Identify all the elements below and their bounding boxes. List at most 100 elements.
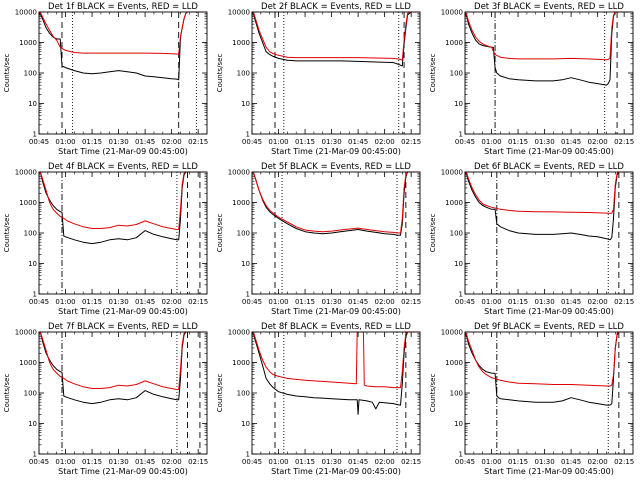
plot-frame	[251, 11, 421, 135]
x-tick-label: 01:30	[534, 138, 554, 146]
plot-frame	[38, 331, 208, 455]
x-tick-label: 01:00	[481, 458, 501, 466]
x-axis-label: Start Time (21-Mar-09 00:45:00)	[58, 307, 188, 316]
x-tick-label: 00:45	[29, 138, 49, 146]
x-tick-label: 02:00	[375, 458, 395, 466]
x-axis-label: Start Time (21-Mar-09 00:45:00)	[484, 307, 614, 316]
y-tick-label: 100	[450, 230, 463, 238]
x-tick-label: 01:30	[108, 138, 128, 146]
y-axis-label: Counts/sec	[216, 374, 224, 413]
chart-panel-3: Det 3f BLACK = Events, RED = LLD Counts/s…	[429, 2, 634, 156]
x-tick-label: 00:45	[29, 298, 49, 306]
x-tick-label: 00:45	[242, 298, 262, 306]
x-tick-label: 02:15	[614, 138, 634, 146]
y-tick-label: 100	[24, 390, 37, 398]
y-tick-label: 1	[33, 131, 37, 139]
series-line-lld	[251, 11, 420, 61]
series-line-lld	[464, 171, 633, 214]
x-axis-label: Start Time (21-Mar-09 00:45:00)	[271, 147, 401, 156]
y-tick-label: 10000	[441, 9, 463, 17]
y-axis-label: Counts/sec	[216, 54, 224, 93]
x-tick-label: 02:00	[162, 458, 182, 466]
y-tick-label: 10	[454, 260, 463, 268]
x-tick-label: 01:45	[348, 138, 368, 146]
x-tick-label: 01:15	[82, 138, 102, 146]
y-tick-label: 1	[33, 451, 37, 459]
y-tick-label: 10000	[441, 329, 463, 337]
series-line-lld	[38, 331, 207, 390]
x-tick-label: 02:15	[614, 458, 634, 466]
y-tick-label: 1	[459, 291, 463, 299]
x-tick-label: 01:15	[508, 138, 528, 146]
y-tick-label: 10000	[228, 329, 250, 337]
y-axis-label: Counts/sec	[429, 54, 437, 93]
series-line-events	[38, 171, 207, 245]
x-axis-label: Start Time (21-Mar-09 00:45:00)	[58, 147, 188, 156]
x-tick-label: 02:15	[401, 298, 421, 306]
chart-title: Det 2f BLACK = Events, RED = LLD	[261, 2, 411, 12]
plot-frame	[464, 171, 634, 295]
series-line-lld	[464, 331, 633, 387]
y-tick-label: 100	[24, 230, 37, 238]
y-tick-label: 1	[246, 451, 250, 459]
x-tick-label: 01:30	[534, 458, 554, 466]
y-axis-label: Counts/sec	[429, 374, 437, 413]
chart-title: Det 8f BLACK = Events, RED = LLD	[261, 322, 411, 332]
x-tick-label: 01:00	[268, 138, 288, 146]
x-tick-label: 01:00	[268, 458, 288, 466]
y-tick-label: 10	[28, 420, 37, 428]
x-tick-label: 00:45	[455, 458, 475, 466]
x-tick-label: 02:15	[188, 458, 208, 466]
x-axis-label: Start Time (21-Mar-09 00:45:00)	[271, 467, 401, 476]
x-tick-label: 01:30	[321, 298, 341, 306]
series-line-events	[251, 171, 420, 236]
x-tick-label: 02:00	[162, 138, 182, 146]
y-tick-label: 10	[454, 100, 463, 108]
x-tick-label: 01:45	[348, 458, 368, 466]
y-tick-label: 100	[237, 230, 250, 238]
plot-frame	[251, 171, 421, 295]
y-tick-label: 1	[33, 291, 37, 299]
chart-title: Det 5f BLACK = Events, RED = LLD	[261, 162, 411, 172]
y-tick-label: 1000	[19, 39, 37, 47]
y-tick-label: 100	[450, 390, 463, 398]
x-tick-label: 02:15	[614, 298, 634, 306]
y-tick-label: 10	[454, 420, 463, 428]
y-tick-label: 10000	[441, 169, 463, 177]
series-line-events	[38, 331, 207, 405]
y-tick-label: 10000	[228, 169, 250, 177]
x-tick-label: 02:15	[401, 458, 421, 466]
y-axis-label: Counts/sec	[3, 214, 11, 253]
x-tick-label: 01:45	[135, 458, 155, 466]
x-tick-label: 01:45	[348, 298, 368, 306]
x-tick-label: 02:00	[588, 138, 608, 146]
chart-panel-5: Det 5f BLACK = Events, RED = LLD Counts/s…	[216, 162, 421, 316]
x-tick-label: 02:00	[588, 458, 608, 466]
chart-panel-7: Det 7f BLACK = Events, RED = LLD Counts/s…	[3, 322, 208, 476]
x-tick-label: 01:15	[295, 458, 315, 466]
x-tick-label: 01:45	[561, 138, 581, 146]
y-tick-label: 1000	[232, 39, 250, 47]
y-axis-label: Counts/sec	[429, 214, 437, 253]
x-tick-label: 01:45	[135, 298, 155, 306]
x-tick-label: 01:30	[321, 458, 341, 466]
x-tick-label: 00:45	[455, 298, 475, 306]
x-tick-label: 02:15	[401, 138, 421, 146]
y-tick-label: 10	[28, 260, 37, 268]
series-line-lld	[38, 11, 207, 55]
y-tick-label: 1	[459, 451, 463, 459]
plot-frame	[251, 331, 421, 455]
plot-frame	[464, 11, 634, 135]
chart-title: Det 1f BLACK = Events, RED = LLD	[48, 2, 198, 12]
x-tick-label: 01:30	[534, 298, 554, 306]
y-tick-label: 10000	[15, 9, 37, 17]
x-tick-label: 02:00	[588, 298, 608, 306]
x-tick-label: 01:15	[295, 298, 315, 306]
y-tick-label: 10	[241, 100, 250, 108]
chart-title: Det 9f BLACK = Events, RED = LLD	[474, 322, 624, 332]
x-tick-label: 00:45	[455, 138, 475, 146]
y-tick-label: 1	[459, 131, 463, 139]
x-tick-label: 00:45	[29, 458, 49, 466]
